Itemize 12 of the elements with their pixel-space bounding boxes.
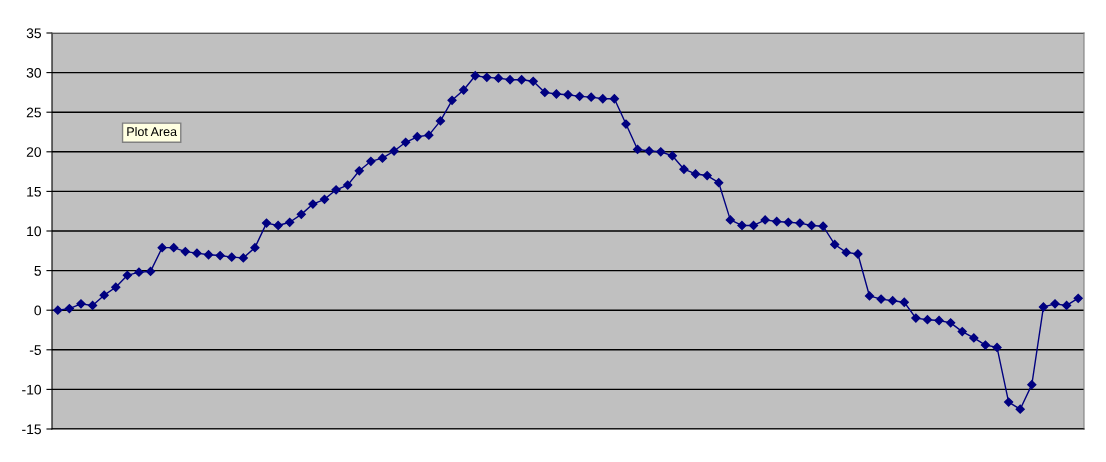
y-tick-label: 0 <box>34 305 42 316</box>
y-tick-label: 35 <box>26 28 41 39</box>
y-tick-label: 5 <box>34 266 41 276</box>
y-tick-label: -5 <box>29 345 41 355</box>
y-tick-label: -10 <box>22 384 42 395</box>
y-tick-label: 15 <box>27 186 41 197</box>
annotation: Plot Area <box>127 126 178 137</box>
y-tick-label: -15 <box>22 424 41 435</box>
y-tick-label: 20 <box>26 147 42 157</box>
y-tick-label: 30 <box>26 67 42 78</box>
y-tick-label: 25 <box>26 107 41 118</box>
y-tick-label: 10 <box>27 226 42 237</box>
